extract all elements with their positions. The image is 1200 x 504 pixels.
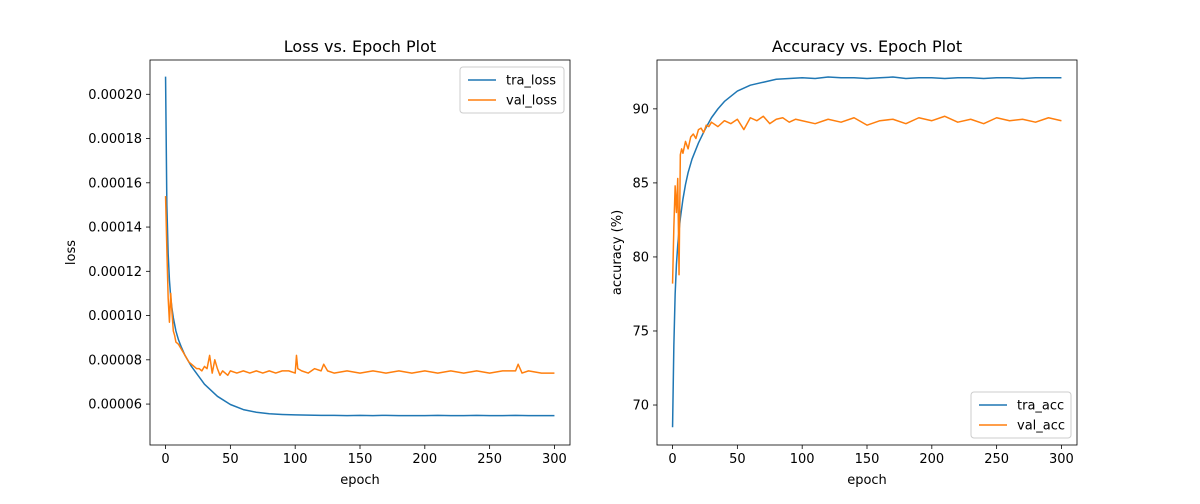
x-tick-label: 200 xyxy=(919,452,944,467)
series-line-val_acc xyxy=(671,115,1062,284)
x-tick-label: 50 xyxy=(729,452,746,467)
x-tick-label: 100 xyxy=(283,452,308,467)
x-axis-label: epoch xyxy=(340,473,380,488)
y-tick-label: 0.00016 xyxy=(88,176,142,191)
x-axis-label: epoch xyxy=(847,473,887,488)
series-line-tra_loss xyxy=(164,76,555,417)
y-tick-label: 0.00006 xyxy=(88,398,142,413)
y-axis-label: loss xyxy=(64,240,79,265)
series-line-tra_acc xyxy=(671,76,1062,428)
x-tick-label: 50 xyxy=(222,452,239,467)
chart-title: Loss vs. Epoch Plot xyxy=(284,37,436,56)
y-tick-label: 0.00014 xyxy=(88,221,142,236)
series-line-val_loss xyxy=(164,196,555,377)
y-tick-label: 80 xyxy=(632,250,649,265)
chart-title: Accuracy vs. Epoch Plot xyxy=(772,37,962,56)
y-tick-label: 90 xyxy=(632,102,649,117)
y-tick-label: 75 xyxy=(632,324,649,339)
chart-panel-1: 0 50 100 150 200 250 300 70 75 80 85 90 Accuracy vs.… xyxy=(610,37,1078,488)
x-tick-label: 200 xyxy=(412,452,437,467)
y-tick-label: 0.00012 xyxy=(88,265,142,280)
x-tick-label: 0 xyxy=(161,452,169,467)
y-axis-label: accuracy (%) xyxy=(610,210,625,295)
y-tick-label: 85 xyxy=(632,176,649,191)
legend-box xyxy=(970,391,1072,439)
legend: tra_acc val_acc xyxy=(970,391,1072,439)
legend-label: val_loss xyxy=(506,94,557,109)
legend: tra_loss val_loss xyxy=(459,66,565,114)
legend-label: tra_loss xyxy=(506,74,556,89)
x-tick-label: 100 xyxy=(790,452,815,467)
chart-panel-0: 0 50 100 150 200 250 300 0.00006 0.00008 0.00010 0… xyxy=(64,37,571,488)
x-tick-label: 300 xyxy=(542,452,567,467)
x-tick-label: 300 xyxy=(1049,452,1074,467)
x-tick-label: 250 xyxy=(984,452,1009,467)
legend-box xyxy=(459,66,565,114)
legend-label: tra_acc xyxy=(1017,399,1064,414)
y-tick-label: 0.00020 xyxy=(88,88,142,103)
y-tick-label: 0.00010 xyxy=(88,309,142,324)
y-tick-label: 0.00008 xyxy=(88,353,142,368)
x-tick-label: 0 xyxy=(668,452,676,467)
x-tick-label: 250 xyxy=(477,452,502,467)
legend-label: val_acc xyxy=(1017,419,1065,434)
x-tick-label: 150 xyxy=(855,452,880,467)
y-tick-label: 0.00018 xyxy=(88,132,142,147)
y-tick-label: 70 xyxy=(632,399,649,414)
x-tick-label: 150 xyxy=(348,452,373,467)
